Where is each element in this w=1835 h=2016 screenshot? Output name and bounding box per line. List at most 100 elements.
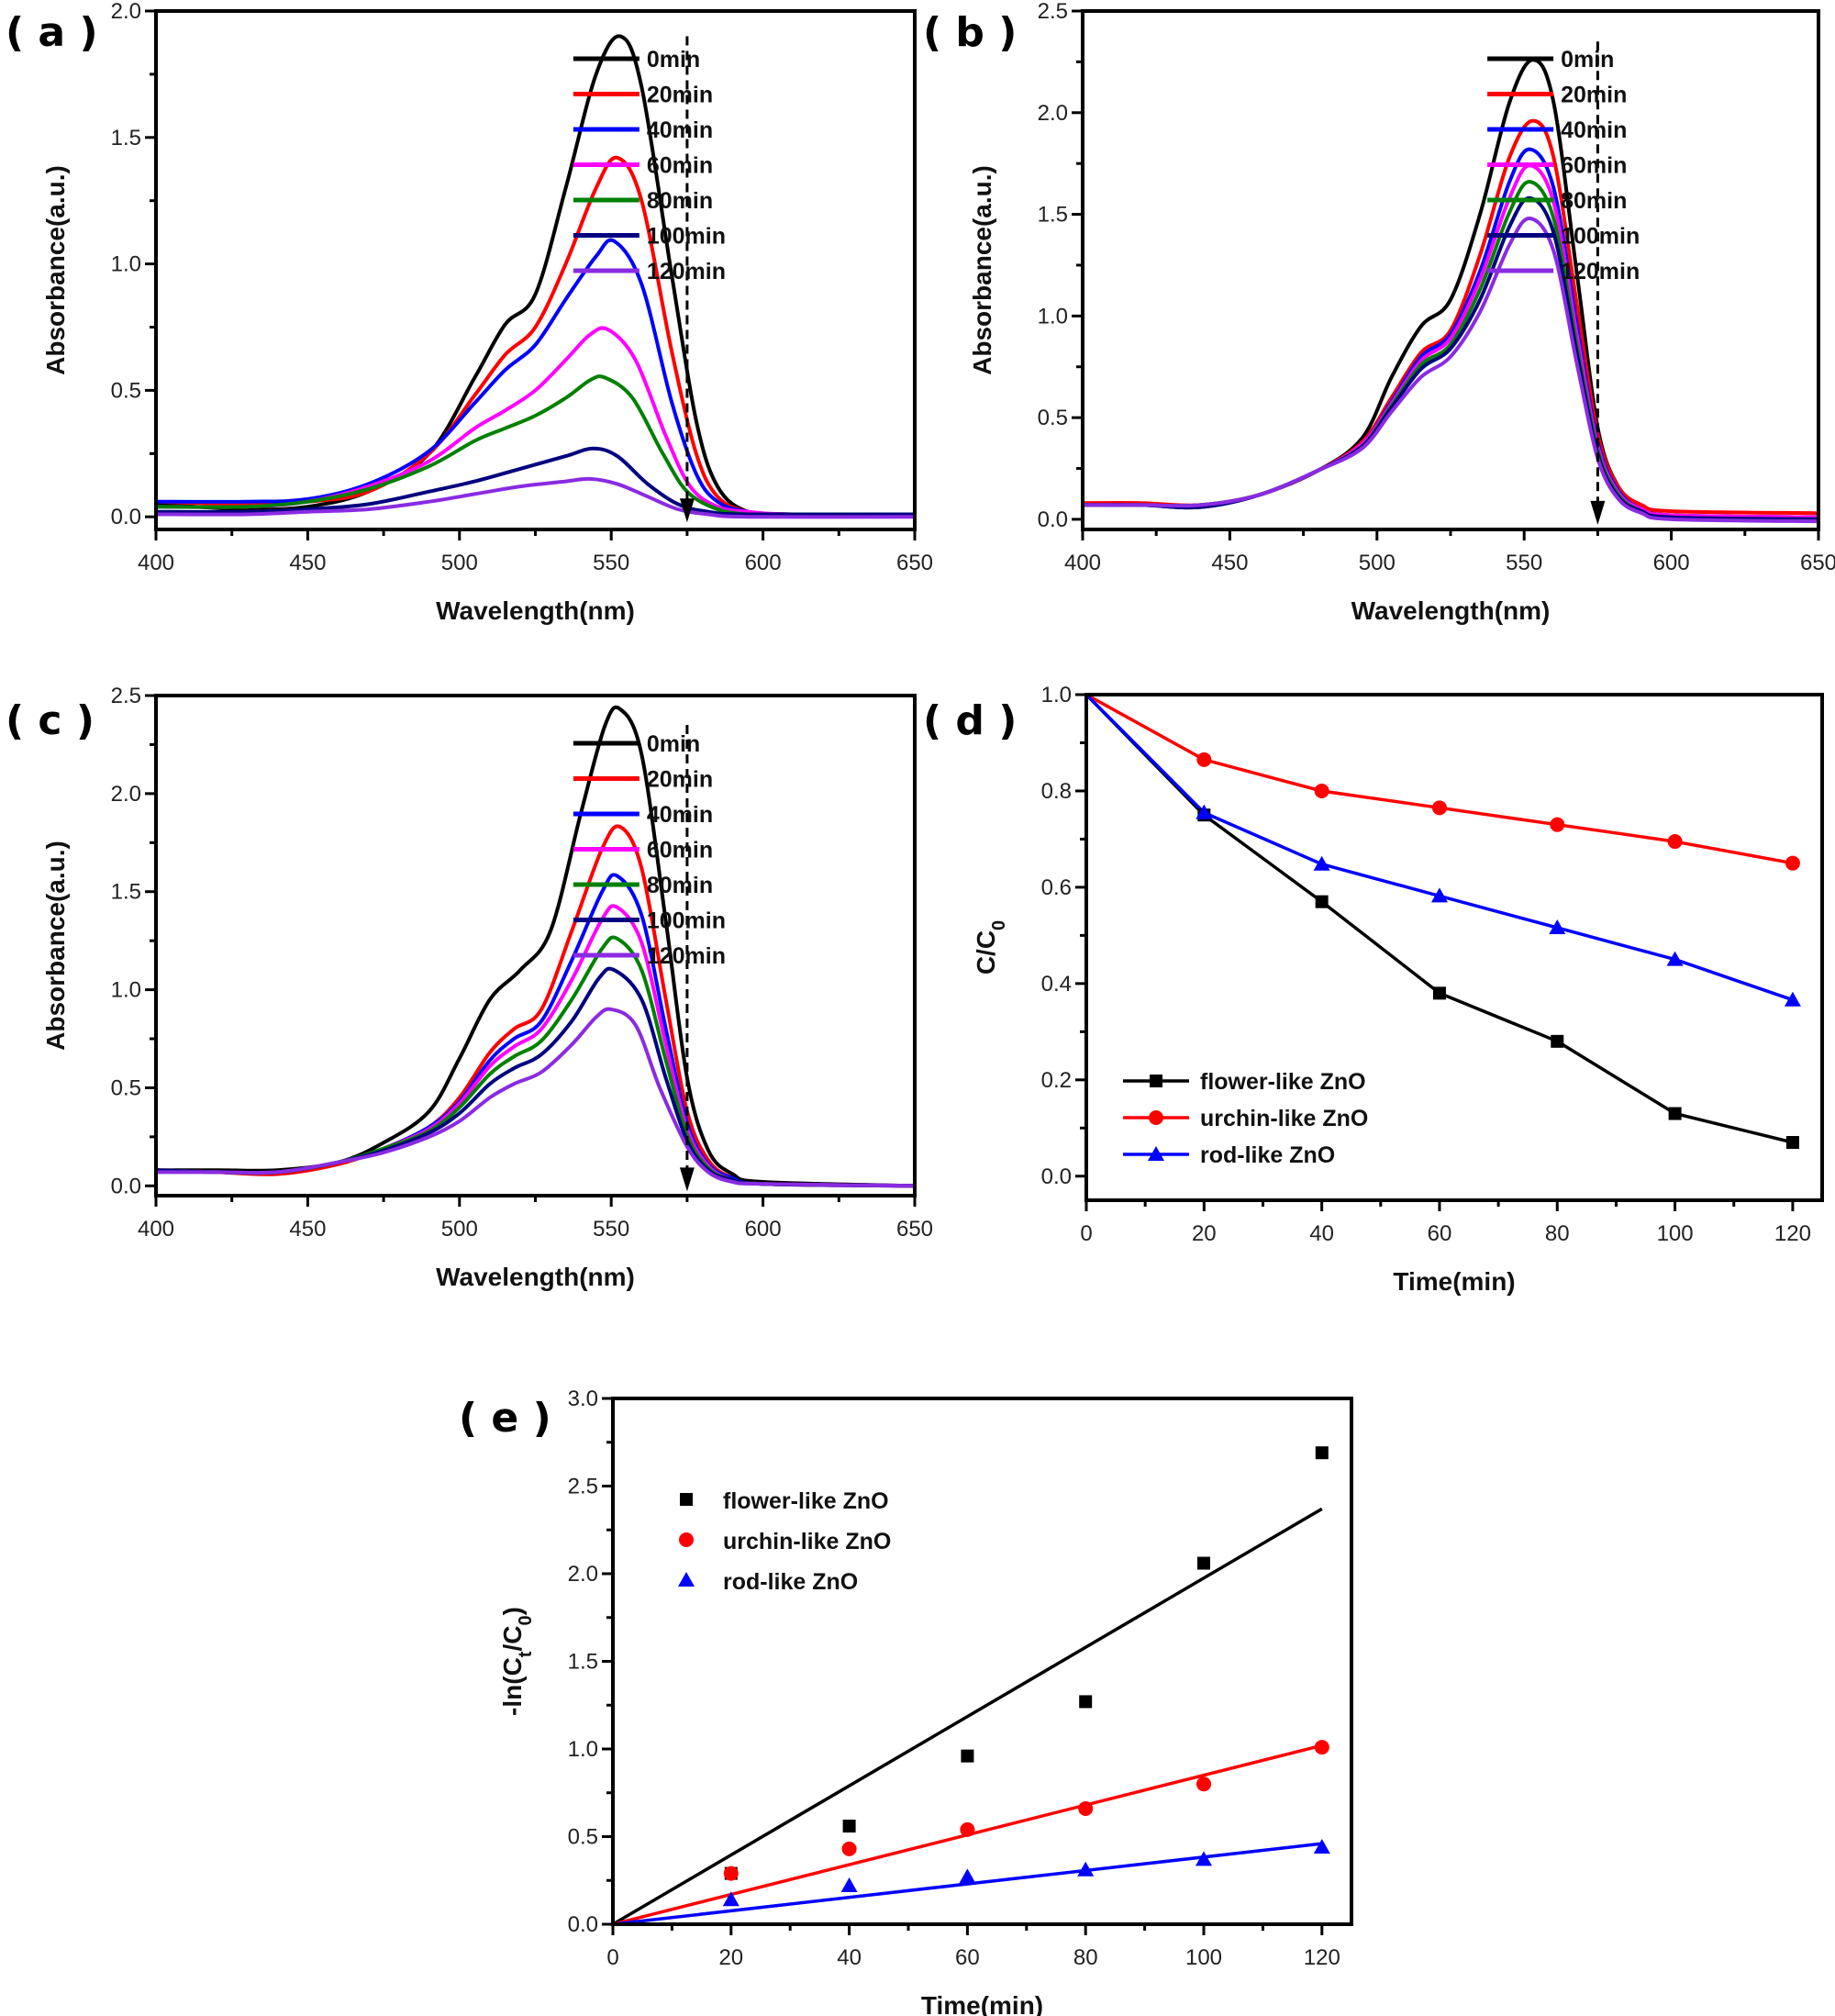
data-point-flower-like-zno (1785, 1136, 1799, 1150)
x-tick-label: 120 (1774, 1221, 1811, 1246)
data-point-urchin-like-zno (1431, 800, 1447, 816)
x-tick-label: 20 (718, 1945, 743, 1970)
x-tick-label: 550 (1506, 551, 1542, 575)
data-point-urchin-like-zno (1196, 1777, 1211, 1792)
data-point-flower-like-zno (1668, 1107, 1682, 1120)
legend-label: 0min (647, 731, 700, 757)
x-tick-label: 0 (1080, 1221, 1092, 1246)
y-axis-title: C/C0 (972, 920, 1009, 975)
x-tick-label: 450 (289, 1217, 326, 1242)
legend: 0min 20min 40min 60min 80min 100min 120min (573, 47, 726, 284)
legend: 0min 20min 40min 60min 80min 100min 120min (573, 731, 726, 969)
y-axis-title: Absorbance(a.u.) (41, 165, 70, 375)
y-axis-title-part: Absorbance(a.u.) (41, 165, 70, 375)
x-tick-label: 60 (1428, 1221, 1452, 1246)
x-tick-label: 500 (441, 1217, 478, 1242)
x-axis-title: Wavelength(nm) (436, 596, 635, 625)
y-tick-label: 2.5 (568, 1475, 598, 1499)
panel-b: ( b ) 400 450 500 550 600 650 0.0 0.5 1.0 1.5 2.0 2… (918, 0, 1835, 661)
data-point-flower-like-zno (1079, 1695, 1093, 1709)
legend-marker (678, 1572, 695, 1587)
plot-area (156, 705, 915, 1188)
data-point-urchin-like-zno (1785, 855, 1800, 871)
x-tick-label: 450 (289, 551, 326, 575)
series-line-120min (156, 476, 915, 519)
legend-label: 20min (647, 83, 713, 108)
series-line-40min (156, 873, 915, 1188)
y-tick-label: 0.0 (568, 1912, 598, 1937)
data-point-urchin-like-zno (1667, 834, 1683, 850)
y-axis-title-part: -ln(C (498, 1657, 527, 1716)
y-tick-label: 0.5 (111, 378, 141, 403)
y-axis-title: Absorbance(a.u.) (41, 841, 70, 1051)
legend-marker (1149, 1110, 1163, 1125)
x-tick-label: 650 (896, 1217, 933, 1242)
panel-label-d: ( d ) (923, 697, 1018, 744)
series-line-20min (156, 824, 915, 1188)
x-tick-label: 40 (837, 1945, 862, 1970)
legend-label: 80min (647, 188, 713, 214)
legend-marker (1150, 1075, 1162, 1087)
chart-c: 400 450 500 550 600 650 0.0 0.5 1.0 1.5 2.0 2.5 Wave… (41, 684, 933, 1291)
legend-label: rod-like ZnO (1200, 1142, 1335, 1168)
data-point-flower-like-zno (1315, 1446, 1329, 1460)
x-tick-label: 600 (1653, 551, 1690, 575)
y-tick-label: 0.4 (1041, 972, 1072, 997)
series-line-20min (156, 155, 915, 517)
legend-label: 120min (1561, 259, 1640, 284)
data-point-rod-like-zno (722, 1891, 740, 1907)
x-tick-label: 80 (1073, 1945, 1098, 1970)
x-tick-label: 500 (441, 551, 478, 575)
data-point-rod-like-zno (1313, 1838, 1330, 1854)
plot-frame (611, 1397, 1353, 1926)
y-tick-label: 1.0 (111, 978, 141, 1003)
y-tick-label: 0.5 (568, 1825, 598, 1850)
x-axis-title: Time(min) (921, 1991, 1043, 2016)
legend-label: 80min (1561, 188, 1627, 214)
legend-label: 40min (647, 802, 713, 828)
x-tick-label: 20 (1192, 1221, 1217, 1246)
x-tick-label: 100 (1657, 1221, 1694, 1246)
series-line-20min (1083, 118, 1818, 516)
legend-label: 100min (647, 224, 726, 250)
series-line-urchin-like-zno (1086, 695, 1794, 865)
y-tick-label: 2.0 (111, 782, 141, 807)
chart-b: 400 450 500 550 600 650 0.0 0.5 1.0 1.5 2.0 2.5 Wave… (968, 0, 1835, 625)
data-point-flower-like-zno (1551, 1034, 1564, 1048)
legend-label: 0min (647, 47, 700, 72)
y-tick-label: 2.5 (1038, 0, 1068, 24)
data-point-rod-like-zno (959, 1868, 976, 1884)
plot-area (1086, 695, 1794, 1144)
arrow-down-icon (1590, 500, 1606, 525)
data-point-rod-like-zno (1666, 951, 1684, 966)
y-axis-title-subscript: t (516, 1651, 536, 1657)
data-point-rod-like-zno (840, 1877, 858, 1892)
legend-label: 60min (647, 838, 713, 863)
y-tick-label: 1.0 (1038, 304, 1068, 329)
y-tick-label: 0.5 (1038, 406, 1068, 430)
plot-area (1083, 58, 1818, 524)
series-line-60min (156, 326, 915, 517)
arrow-down-icon (679, 498, 695, 523)
legend: flower-like ZnO urchin-like ZnO rod-like Z… (1123, 1069, 1368, 1168)
chart-e: 0 20 40 60 80 100 120 0.0 0.5 1.0 1.5 2.0 2.5 3.0 Time… (498, 1387, 1353, 2016)
data-point-flower-like-zno (961, 1749, 974, 1763)
legend-label: 120min (647, 259, 726, 284)
panel-label-e: ( e ) (459, 1395, 551, 1442)
arrow-down-icon (679, 1167, 695, 1192)
data-point-urchin-like-zno (1196, 752, 1212, 767)
series-line-0min (156, 705, 915, 1188)
data-point-urchin-like-zno (960, 1821, 975, 1837)
series-line-120min (1083, 217, 1818, 524)
panel-e: ( e ) 0 20 40 60 80 100 120 0.0 0.5 1.0 1.5 2.0 2.5 3… (440, 1358, 1376, 2016)
y-tick-label: 2.0 (111, 0, 141, 24)
legend-label: 20min (647, 767, 713, 793)
x-tick-label: 40 (1309, 1221, 1334, 1246)
y-tick-label: 0.2 (1041, 1068, 1072, 1093)
legend-label: 120min (647, 943, 726, 969)
y-tick-label: 0.0 (111, 1174, 141, 1198)
plot-frame (1081, 9, 1820, 531)
plot-frame (154, 9, 917, 531)
legend-label: 100min (1561, 224, 1640, 250)
plot-area (156, 34, 915, 519)
